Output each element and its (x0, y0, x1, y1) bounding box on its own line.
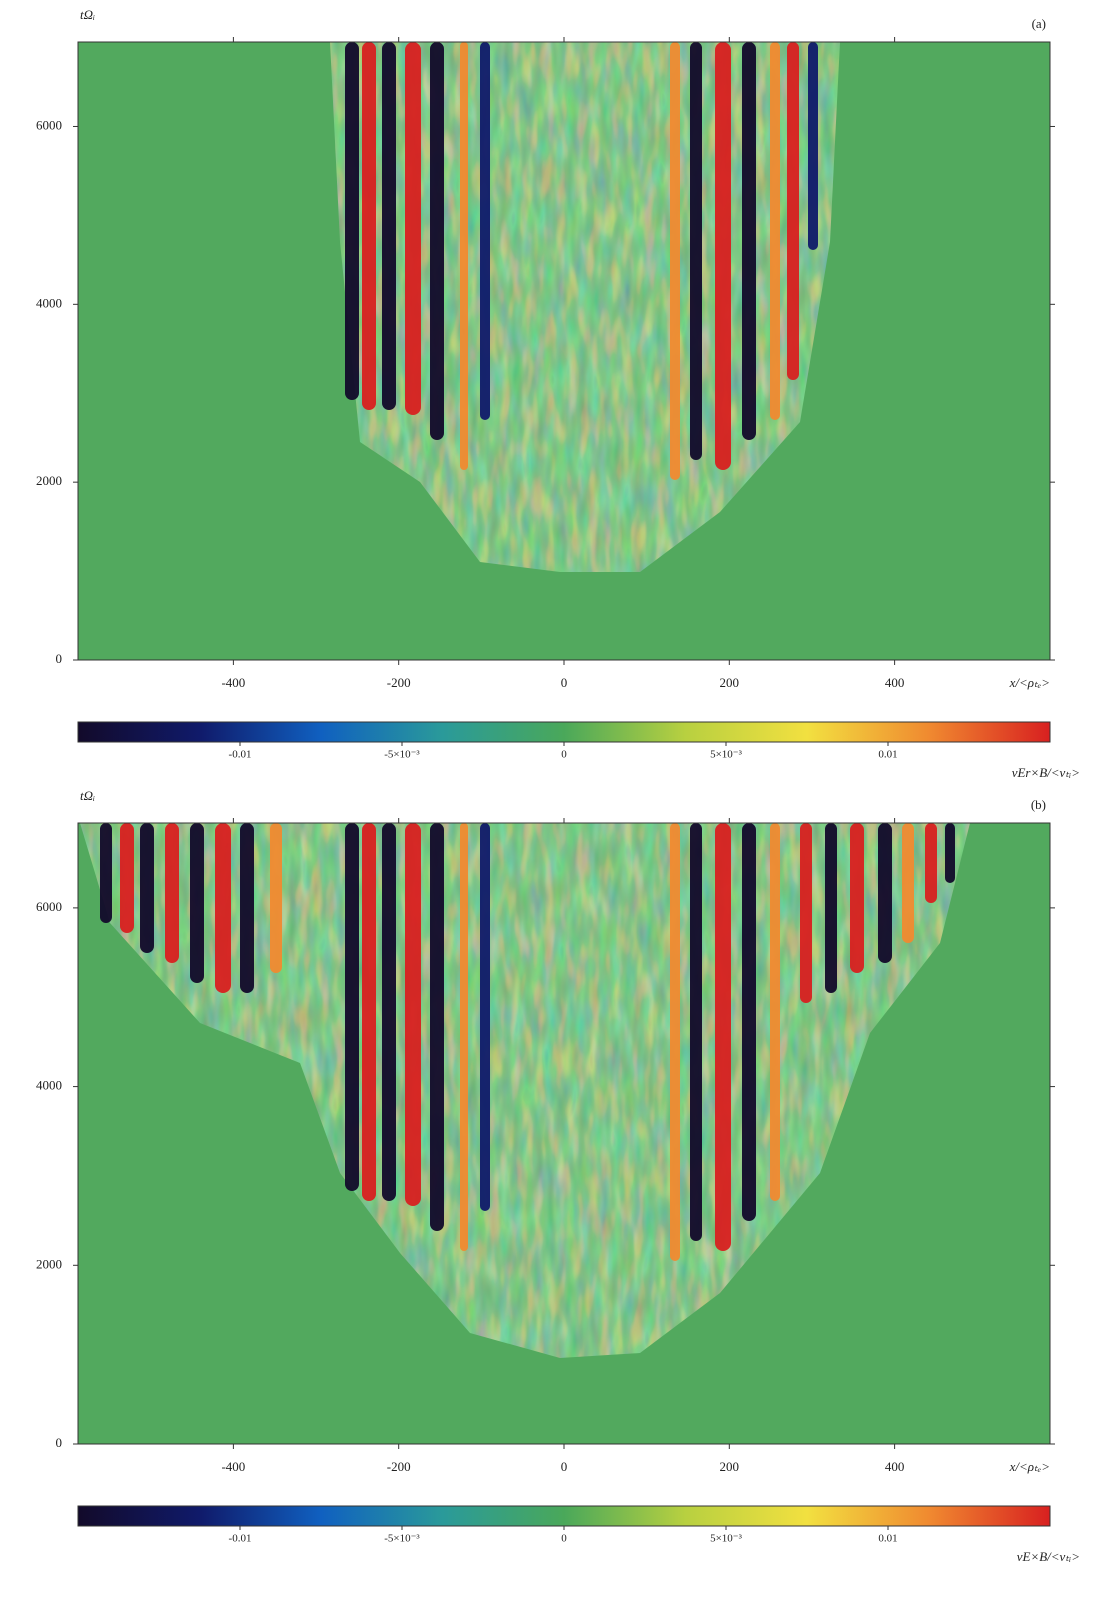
stripe (100, 823, 112, 923)
stripe (808, 42, 818, 250)
stripe (925, 823, 937, 903)
stripe (190, 823, 204, 983)
stripe (362, 42, 376, 410)
y-tick-label: 6000 (36, 899, 62, 914)
stripe (945, 823, 955, 883)
stripe (825, 823, 837, 993)
stripe (430, 823, 444, 1231)
colorbar-tick-label: 0.01 (878, 749, 897, 761)
y-tick-label: 0 (56, 1435, 63, 1450)
stripe (460, 42, 468, 470)
stripe (382, 42, 396, 410)
stripe (405, 823, 421, 1206)
stripe (670, 823, 680, 1261)
colorbar-label: vEr×B/<vₜᵢ> (1012, 765, 1080, 780)
colorbar-tick-label: 5×10⁻³ (710, 1533, 743, 1545)
colorbar-tick-label: 0 (561, 749, 567, 761)
x-tick-label: 200 (720, 1459, 740, 1474)
x-tick-label: 200 (720, 675, 740, 690)
y-tick-label: 4000 (36, 1078, 62, 1093)
y-tick-label: 4000 (36, 295, 62, 310)
stripe (742, 823, 756, 1221)
stripe (690, 823, 702, 1241)
stripe (140, 823, 154, 953)
x-tick-label: 400 (885, 1459, 905, 1474)
stripe (715, 823, 731, 1251)
stripe (878, 823, 892, 963)
stripe (430, 42, 444, 440)
x-tick-label: 0 (561, 675, 568, 690)
y-tick-label: 6000 (36, 117, 62, 132)
colorbar-tick-label: -5×10⁻³ (384, 1533, 420, 1545)
y-tick-label: 2000 (36, 473, 62, 488)
stripe (715, 42, 731, 470)
x-tick-label: 0 (561, 1459, 568, 1474)
field (78, 42, 1050, 660)
x-tick-label: 400 (885, 675, 905, 690)
stripe (770, 823, 780, 1201)
stripe (800, 823, 812, 1003)
y-tick-label: 2000 (36, 1256, 62, 1271)
panel-label: (b) (1031, 797, 1046, 812)
y-axis-label: tΩᵢ (80, 788, 95, 803)
colorbar (77, 1505, 1051, 1527)
stripe (902, 823, 914, 943)
stripe (742, 42, 756, 440)
stripe (345, 42, 359, 400)
colorbar-tick-label: -0.01 (229, 1533, 252, 1545)
colorbar-tick-label: -5×10⁻³ (384, 749, 420, 761)
x-tick-label: -200 (387, 675, 411, 690)
x-tick-label: -200 (387, 1459, 411, 1474)
stripe (362, 823, 376, 1201)
stripe (787, 42, 799, 380)
colorbar-tick-label: -0.01 (229, 749, 252, 761)
colorbar (77, 721, 1051, 743)
stripe (850, 823, 864, 973)
panel: -400 -200 0 200 4000200040006000x/<ρₜₑ>tΩᵢ(a… (36, 7, 1080, 780)
colorbar-label: vE×B/<vₜᵢ> (1017, 1549, 1080, 1564)
colorbar-tick-label: 0 (561, 1533, 567, 1545)
field (78, 823, 1050, 1444)
x-tick-label: -400 (221, 675, 245, 690)
stripe (382, 823, 396, 1201)
x-tick-label: -400 (221, 1459, 245, 1474)
stripe (215, 823, 231, 993)
stripe (120, 823, 134, 933)
stripe (670, 42, 680, 480)
x-axis-label: x/<ρₜₑ> (1009, 675, 1050, 690)
colorbar-tick-label: 0.01 (878, 1533, 897, 1545)
stripe (405, 42, 421, 415)
stripe (770, 42, 780, 420)
stripe (460, 823, 468, 1251)
panel-label: (a) (1032, 16, 1046, 31)
stripe (690, 42, 702, 460)
stripe (480, 42, 490, 420)
stripe (240, 823, 254, 993)
y-axis-label: tΩᵢ (80, 7, 95, 22)
stripe (270, 823, 282, 973)
x-axis-label: x/<ρₜₑ> (1009, 1459, 1050, 1474)
y-tick-label: 0 (56, 651, 63, 666)
stripe (345, 823, 359, 1191)
panel: -400 -200 0 200 4000200040006000x/<ρₜₑ>tΩᵢ(b… (36, 788, 1080, 1564)
stripe (165, 823, 179, 963)
stripe (480, 823, 490, 1211)
colorbar-tick-label: 5×10⁻³ (710, 749, 743, 761)
